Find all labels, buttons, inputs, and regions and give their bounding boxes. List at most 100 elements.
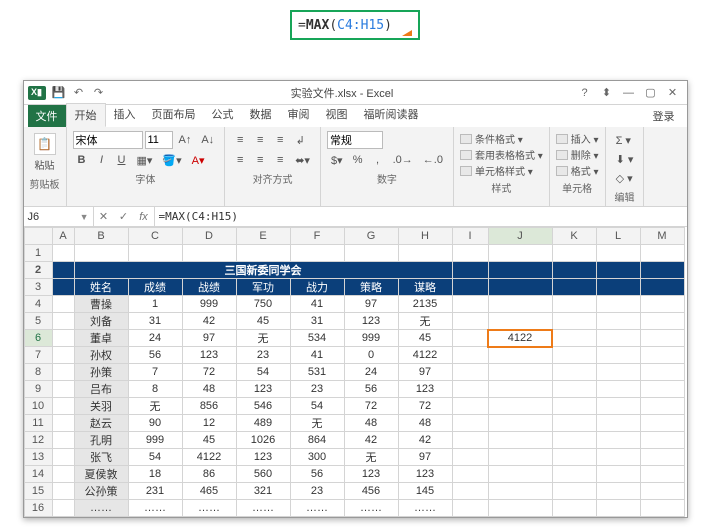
cell-C17[interactable] <box>128 517 182 518</box>
cell-M17[interactable] <box>640 517 684 518</box>
underline-button[interactable]: U <box>113 151 131 169</box>
cell-K4[interactable] <box>552 296 596 313</box>
cell-D11[interactable]: 12 <box>182 415 236 432</box>
cell-I1[interactable] <box>452 245 488 262</box>
cell-B5[interactable]: 刘备 <box>74 313 128 330</box>
cell-B16[interactable]: …… <box>74 500 128 517</box>
autosum-button[interactable]: Σ ▾ <box>612 131 635 149</box>
table-header-2[interactable]: 战绩 <box>182 279 236 296</box>
cell-J7[interactable] <box>488 347 552 364</box>
cell-E10[interactable]: 546 <box>236 398 290 415</box>
cell-E14[interactable]: 560 <box>236 466 290 483</box>
cell-G13[interactable]: 无 <box>344 449 398 466</box>
cell-L17[interactable] <box>596 517 640 518</box>
cell-M6[interactable] <box>640 330 684 347</box>
cell-I13[interactable] <box>452 449 488 466</box>
tab-1[interactable]: 插入 <box>106 103 144 127</box>
cell-D4[interactable]: 999 <box>182 296 236 313</box>
format-as-table-button[interactable]: 套用表格格式 ▾ <box>460 147 543 162</box>
cell-G15[interactable]: 456 <box>344 483 398 500</box>
cell-E9[interactable]: 123 <box>236 381 290 398</box>
col-header-H[interactable]: H <box>398 228 452 245</box>
cell-B13[interactable]: 张飞 <box>74 449 128 466</box>
cell-G10[interactable]: 72 <box>344 398 398 415</box>
cell-B7[interactable]: 孙权 <box>74 347 128 364</box>
cell-M9[interactable] <box>640 381 684 398</box>
cell-G14[interactable]: 123 <box>344 466 398 483</box>
cell-A16[interactable] <box>52 500 74 517</box>
row-header-2[interactable]: 2 <box>24 262 52 279</box>
cell-G9[interactable]: 56 <box>344 381 398 398</box>
tab-0[interactable]: 开始 <box>66 103 106 127</box>
cell-I8[interactable] <box>452 364 488 381</box>
cell-H10[interactable]: 72 <box>398 398 452 415</box>
cell-L14[interactable] <box>596 466 640 483</box>
cell-I5[interactable] <box>452 313 488 330</box>
cell-A1[interactable] <box>52 245 74 262</box>
cell-M5[interactable] <box>640 313 684 330</box>
cell-F17[interactable] <box>290 517 344 518</box>
fill-color-button[interactable]: 🪣▾ <box>158 151 185 169</box>
cell-I9[interactable] <box>452 381 488 398</box>
cell-K12[interactable] <box>552 432 596 449</box>
cell-C9[interactable]: 8 <box>128 381 182 398</box>
name-box-dropdown-icon[interactable]: ▼ <box>80 212 89 222</box>
cell-I11[interactable] <box>452 415 488 432</box>
clear-button[interactable]: ◇ ▾ <box>612 169 637 187</box>
cell-styles-button[interactable]: 单元格样式 ▾ <box>460 163 543 178</box>
font-name-select[interactable] <box>73 131 143 149</box>
cell-M15[interactable] <box>640 483 684 500</box>
row-header-7[interactable]: 7 <box>24 347 52 364</box>
cell-B6[interactable]: 董卓 <box>74 330 128 347</box>
cell-A8[interactable] <box>52 364 74 381</box>
cell-F13[interactable]: 300 <box>290 449 344 466</box>
cell-L1[interactable] <box>596 245 640 262</box>
tab-3[interactable]: 公式 <box>204 103 242 127</box>
align-right-icon[interactable]: ≡ <box>271 151 289 169</box>
login-link[interactable]: 登录 <box>645 105 683 127</box>
table-header-5[interactable]: 策略 <box>344 279 398 296</box>
undo-icon[interactable]: ↶ <box>72 86 86 100</box>
cell-K8[interactable] <box>552 364 596 381</box>
cell-A11[interactable] <box>52 415 74 432</box>
cell-K6[interactable] <box>552 330 596 347</box>
cell-J10[interactable] <box>488 398 552 415</box>
redo-icon[interactable]: ↷ <box>92 86 106 100</box>
align-middle-icon[interactable]: ≡ <box>251 131 269 149</box>
cell-D7[interactable]: 123 <box>182 347 236 364</box>
decrease-font-icon[interactable]: A↓ <box>197 131 218 149</box>
cell-J5[interactable] <box>488 313 552 330</box>
row-header-3[interactable]: 3 <box>24 279 52 296</box>
cell-K5[interactable] <box>552 313 596 330</box>
conditional-format-button[interactable]: 条件格式 ▾ <box>460 131 543 146</box>
cell-G11[interactable]: 48 <box>344 415 398 432</box>
cell-H5[interactable]: 无 <box>398 313 452 330</box>
comma-icon[interactable]: , <box>369 151 387 169</box>
cell-D8[interactable]: 72 <box>182 364 236 381</box>
paste-button[interactable]: 📋 粘贴 <box>30 131 60 174</box>
cell-H16[interactable]: …… <box>398 500 452 517</box>
cell-A7[interactable] <box>52 347 74 364</box>
cell-J12[interactable] <box>488 432 552 449</box>
cell-H12[interactable]: 42 <box>398 432 452 449</box>
cell-L10[interactable] <box>596 398 640 415</box>
cell-H11[interactable]: 48 <box>398 415 452 432</box>
number-format-select[interactable] <box>327 131 383 149</box>
cell-E12[interactable]: 1026 <box>236 432 290 449</box>
minimize-icon[interactable]: — <box>619 85 639 101</box>
tab-file[interactable]: 文件 <box>28 105 66 127</box>
cell-H15[interactable]: 145 <box>398 483 452 500</box>
cell-G16[interactable]: …… <box>344 500 398 517</box>
currency-icon[interactable]: $▾ <box>327 151 347 169</box>
cell-L16[interactable] <box>596 500 640 517</box>
col-header-A[interactable]: A <box>52 228 74 245</box>
cell-L4[interactable] <box>596 296 640 313</box>
cell-C7[interactable]: 56 <box>128 347 182 364</box>
cell-C14[interactable]: 18 <box>128 466 182 483</box>
cell-F4[interactable]: 41 <box>290 296 344 313</box>
cell-H7[interactable]: 4122 <box>398 347 452 364</box>
table-header-0[interactable]: 姓名 <box>74 279 128 296</box>
cell-I15[interactable] <box>452 483 488 500</box>
cell-B15[interactable]: 公孙策 <box>74 483 128 500</box>
cell-K17[interactable] <box>552 517 596 518</box>
